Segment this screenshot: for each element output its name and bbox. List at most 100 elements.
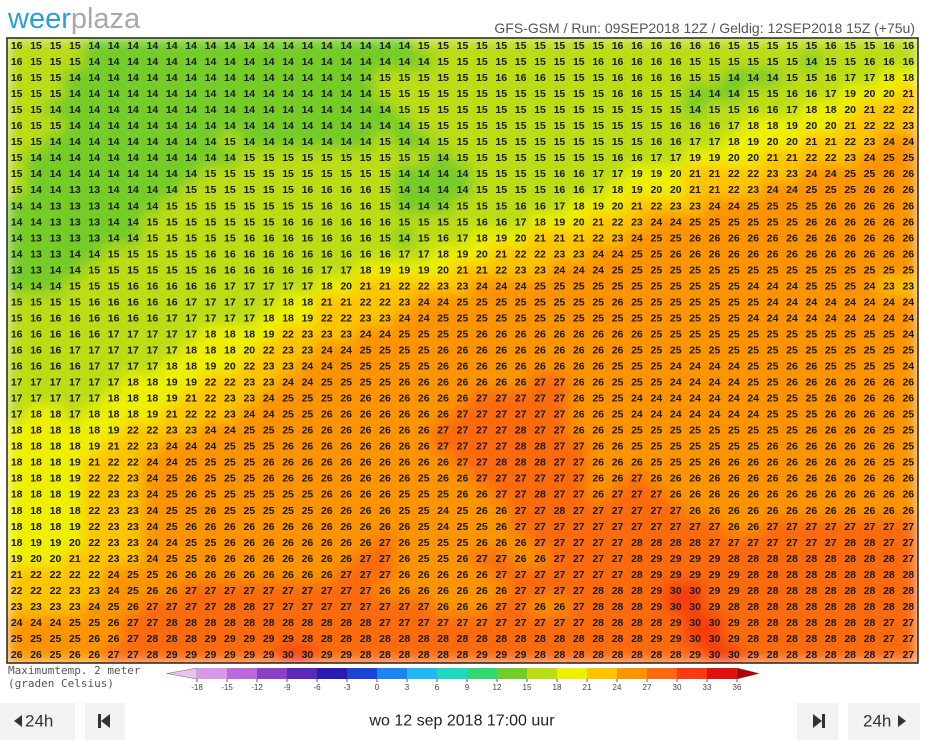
temperature-value: 25 — [844, 184, 856, 196]
temperature-cell — [44, 117, 67, 136]
temperature-value: 21 — [806, 136, 818, 148]
temperature-value: 13 — [88, 184, 100, 196]
temperature-value: 22 — [88, 521, 100, 533]
temperature-cell — [393, 53, 416, 72]
temperature-value: 14 — [709, 88, 721, 100]
temperature-value: 28 — [224, 617, 236, 629]
last-button[interactable] — [797, 703, 838, 740]
temperature-value: 24 — [670, 361, 682, 373]
temperature-value: 18 — [30, 505, 42, 517]
temperature-value: 25 — [709, 312, 721, 324]
temperature-value: 15 — [495, 136, 507, 148]
temperature-cell — [878, 229, 900, 248]
temperature-value: 26 — [786, 377, 798, 389]
temperature-value: 27 — [437, 441, 449, 453]
temperature-cell — [568, 213, 590, 232]
prev-button[interactable]: 24h — [0, 703, 75, 740]
icon-bar — [98, 714, 101, 728]
temperature-value: 24 — [11, 617, 23, 629]
temperature-value: 26 — [321, 409, 333, 421]
temperature-cell — [374, 85, 396, 104]
temperature-cell — [800, 245, 823, 264]
temperature-value: 17 — [864, 72, 876, 84]
temperature-value: 27 — [534, 393, 546, 405]
temperature-value: 20 — [728, 152, 740, 164]
colorbar-tick-label: 21 — [583, 683, 592, 692]
temperature-cell — [44, 133, 67, 152]
temperature-value: 27 — [418, 617, 430, 629]
temperature-value: 14 — [127, 152, 139, 164]
temperature-value: 21 — [767, 152, 779, 164]
temperature-value: 14 — [147, 120, 159, 132]
temperature-value: 30 — [670, 585, 682, 597]
temperature-value: 22 — [108, 457, 120, 469]
temperature-cell — [587, 213, 609, 232]
temperature-cell — [878, 261, 900, 280]
temperature-cell — [665, 181, 687, 200]
temperature-value: 21 — [360, 280, 372, 292]
temperature-cell — [471, 149, 493, 168]
temperature-value: 15 — [399, 216, 411, 228]
temperature-cell — [277, 261, 299, 280]
temperature-cell — [490, 277, 512, 296]
temperature-value: 24 — [50, 617, 62, 629]
temperature-cell — [858, 309, 881, 328]
temperature-value: 26 — [612, 296, 624, 308]
temperature-value: 26 — [747, 473, 759, 485]
temperature-value: 15 — [689, 56, 701, 68]
logo[interactable]: weerplaza — [7, 3, 141, 35]
temperature-cell — [703, 101, 726, 120]
temperature-value: 16 — [689, 40, 701, 52]
temperature-cell — [451, 245, 474, 264]
temperature-value: 16 — [592, 56, 604, 68]
temperature-value: 14 — [127, 56, 139, 68]
temperature-cell — [413, 101, 435, 120]
temperature-cell — [742, 101, 764, 120]
temperature-value: 26 — [495, 585, 507, 597]
temperature-cell — [180, 261, 202, 280]
temperature-value: 14 — [302, 72, 314, 84]
temperature-cell — [568, 293, 590, 312]
next-button[interactable]: 24h — [848, 703, 920, 740]
temperature-value: 25 — [612, 377, 624, 389]
temperature-cell — [296, 245, 319, 264]
temperature-value: 24 — [902, 328, 914, 340]
temperature-value: 25 — [592, 393, 604, 405]
temperature-value: 17 — [88, 377, 100, 389]
temperature-value: 26 — [592, 328, 604, 340]
temperature-cell — [257, 69, 280, 88]
temperature-value: 28 — [185, 633, 197, 645]
temperature-value: 24 — [728, 393, 740, 405]
temperature-value: 26 — [902, 393, 914, 405]
temperature-value: 26 — [418, 569, 430, 581]
temperature-value: 26 — [437, 585, 449, 597]
temperature-cell — [141, 325, 164, 344]
temperature-value: 26 — [709, 473, 721, 485]
temperature-value: 24 — [147, 489, 159, 501]
temperature-value: 25 — [612, 393, 624, 405]
temperature-value: 25 — [728, 425, 740, 437]
valid-date: wo 12 sep 2018 17:00 uur — [368, 713, 555, 730]
temperature-value: 14 — [88, 56, 100, 68]
temperature-value: 24 — [205, 425, 217, 437]
temperature-value: 27 — [650, 521, 662, 533]
temperature-value: 23 — [127, 553, 139, 565]
temperature-value: 30 — [709, 617, 721, 629]
temperature-value: 27 — [243, 585, 255, 597]
temperature-cell — [684, 373, 706, 392]
temperature-value: 14 — [302, 136, 314, 148]
temperature-value: 25 — [650, 232, 662, 244]
temperature-value: 27 — [825, 521, 837, 533]
temperature-value: 28 — [399, 633, 411, 645]
temperature-value: 14 — [147, 40, 159, 52]
temperature-value: 27 — [612, 489, 624, 501]
temperature-value: 30 — [689, 617, 701, 629]
temperature-value: 14 — [185, 56, 197, 68]
first-button[interactable] — [85, 703, 125, 740]
temperature-value: 25 — [282, 393, 294, 405]
temperature-value: 18 — [185, 361, 197, 373]
temperature-value: 26 — [631, 457, 643, 469]
temperature-value: 15 — [360, 168, 372, 180]
temperature-cell — [7, 389, 28, 408]
temperature-cell — [897, 181, 918, 200]
